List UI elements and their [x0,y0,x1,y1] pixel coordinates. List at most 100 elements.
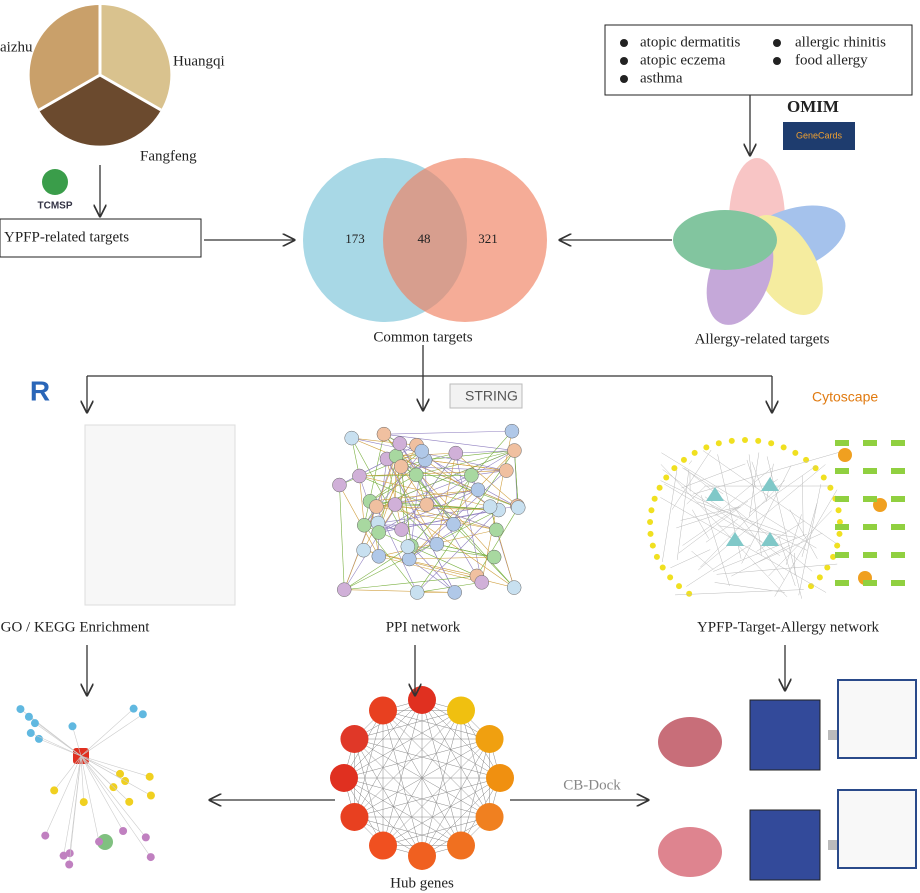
edge [426,504,497,531]
edge [778,536,796,587]
caption: CB-Dock [563,777,621,793]
edge [376,450,515,507]
edge [416,450,515,476]
hub-gene [475,803,504,831]
protein [658,827,722,877]
edge [359,475,427,505]
edge [718,525,797,538]
net-node [836,530,843,537]
edge [354,738,501,779]
net-node [146,791,155,800]
disease: allergic rhinitis [795,34,886,50]
logo-text: Cytoscape [812,389,878,405]
edge [700,480,785,568]
ppi-node [409,585,425,600]
edge [752,532,823,565]
edge [692,509,709,539]
edge [409,506,491,560]
hub-gene [408,686,436,714]
edge [676,506,741,529]
net-node [835,552,849,558]
hub-node [97,834,113,850]
net-node [792,449,799,456]
edge [411,430,513,546]
hub-gene [369,696,397,725]
edge [45,755,82,836]
net-node [676,583,683,590]
edge [682,467,724,495]
edge [383,433,515,451]
edge [38,738,82,757]
venn-count: 48 [418,231,431,246]
net-node [863,496,877,502]
net-node [706,487,724,501]
net-node [119,826,128,835]
edge [686,486,706,505]
net-node [891,440,905,446]
edge [343,777,490,818]
edge [378,450,515,533]
edge [746,459,756,488]
ligand-box [837,789,917,869]
hub-gene [340,725,369,753]
ppi-node [446,517,461,532]
edge [681,463,746,489]
net-node [65,860,74,869]
edge [416,509,499,593]
net-node [835,580,849,586]
ppi-node [414,444,430,459]
genecards-logo [783,122,855,150]
edge [425,450,515,461]
net-node [834,542,841,549]
logo-text: GeneCards [796,130,843,140]
edge [421,710,462,857]
edge [424,459,491,507]
venn-count: 321 [478,231,498,246]
edge [344,575,477,590]
edge [394,504,515,588]
net-node [836,519,843,526]
caption: YPFP-Target-Allergy network [697,619,880,635]
net-node [648,507,655,514]
ppi-node [387,497,403,512]
caption: Allergy-related targets [695,331,830,347]
edge [351,437,519,508]
ppi-node [337,582,352,597]
edge [514,450,519,508]
ppi-node [394,522,409,537]
edge [731,544,791,577]
edge [700,495,730,586]
edge [344,589,455,593]
edge [683,467,813,572]
net-node [728,437,735,444]
edge [751,461,767,500]
ppi-node [448,445,464,461]
ppi-node [352,468,367,484]
ppi-node [400,539,416,554]
net-node [863,440,877,446]
edge [686,544,751,587]
net-node [835,440,849,446]
ppi-node [507,443,522,458]
edge [339,485,345,590]
edge [748,454,762,556]
edge [436,543,495,558]
edge [409,558,455,593]
hub-gene [475,725,504,753]
ppi-node [344,430,359,446]
edge [660,480,808,551]
edge [476,507,519,577]
ppi-node [499,463,514,478]
petal [673,210,777,270]
edge [802,475,804,536]
edge [714,582,785,593]
edge [383,430,512,435]
edge [382,738,490,846]
net-node [671,465,678,472]
hub-gene [369,831,397,860]
ppi-node [371,525,386,540]
net-node [891,552,905,558]
venn-circle [383,158,547,322]
ppi-node [369,499,384,514]
